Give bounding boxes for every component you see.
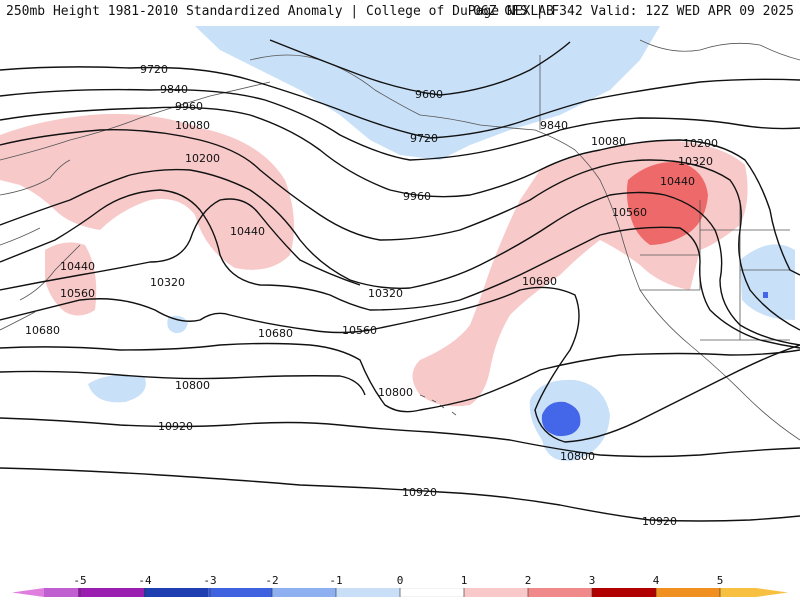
colorbar-tick: -2	[265, 574, 279, 587]
colorbar-tick: -3	[203, 574, 217, 587]
negative-anomaly-west-pacific	[88, 375, 146, 403]
contour-label: 9840	[160, 83, 188, 96]
contour-label: 10560	[342, 324, 377, 337]
contour-label: 10800	[378, 386, 413, 399]
contour-label: 9720	[140, 63, 168, 76]
strong-positive-anomaly-core	[626, 161, 708, 245]
colorbar-tick: 4	[652, 574, 660, 587]
contour-label: 10080	[591, 135, 626, 148]
colorbar-tick: 3	[588, 574, 596, 587]
colorbar: -5 -4 -3 -2 -1 0 1 2 3 4 5	[0, 572, 800, 600]
colorbar-gradient	[12, 588, 788, 597]
contour-label: 10200	[683, 137, 718, 150]
height-contours	[0, 39, 800, 522]
height-anomaly-map: 9600 9720 9720 9840 9840 9960 9960 10080…	[0, 26, 800, 572]
map-title: 250mb Height 1981-2010 Standardized Anom…	[6, 4, 554, 19]
map-canvas: 9600 9720 9720 9840 9840 9960 9960 10080…	[0, 26, 800, 528]
colorbar-tick: -4	[138, 574, 152, 587]
map-header: 250mb Height 1981-2010 Standardized Anom…	[0, 0, 800, 26]
contour-label: 9960	[175, 100, 203, 113]
negative-anomaly-speck	[763, 292, 768, 298]
contour-label: 10920	[642, 515, 677, 528]
colorbar-labels: -5 -4 -3 -2 -1 0 1 2 3 4 5	[0, 572, 800, 587]
contour-label: 10680	[258, 327, 293, 340]
contour-label: 10680	[25, 324, 60, 337]
negative-anomaly-small	[167, 315, 188, 334]
contour-label: 10920	[402, 486, 437, 499]
colorbar-tick: 2	[524, 574, 532, 587]
colorbar-tick: 0	[396, 574, 404, 587]
negative-anomaly-southwest	[740, 244, 795, 320]
contour-label: 9840	[540, 119, 568, 132]
contour-label: 9720	[410, 132, 438, 145]
contour-labels: 9600 9720 9720 9840 9840 9960 9960 10080…	[25, 63, 718, 528]
colorbar-tick: -1	[329, 574, 343, 587]
contour-label: 10080	[175, 119, 210, 132]
contour-label: 10320	[368, 287, 403, 300]
contour-label: 10440	[660, 175, 695, 188]
contour-label: 10440	[230, 225, 265, 238]
contour-label: 10920	[158, 420, 193, 433]
contour-label: 10320	[678, 155, 713, 168]
model-run-info: 06Z GFS | F342 Valid: 12Z WED APR 09 202…	[473, 4, 794, 19]
contour-label: 10200	[185, 152, 220, 165]
strong-negative-anomaly-core	[541, 401, 581, 437]
colorbar-tick: -5	[73, 574, 87, 587]
contour-label: 9600	[415, 88, 443, 101]
contour-label: 10680	[522, 275, 557, 288]
contour-label: 10800	[560, 450, 595, 463]
colorbar-tick: 1	[460, 574, 468, 587]
contour-label: 10440	[60, 260, 95, 273]
contour-label: 10560	[612, 206, 647, 219]
contour-label: 10800	[175, 379, 210, 392]
positive-anomaly-japan	[45, 242, 97, 316]
colorbar-tick: 5	[716, 574, 724, 587]
contour-label: 9960	[403, 190, 431, 203]
contour-label: 10560	[60, 287, 95, 300]
contour-label: 10320	[150, 276, 185, 289]
